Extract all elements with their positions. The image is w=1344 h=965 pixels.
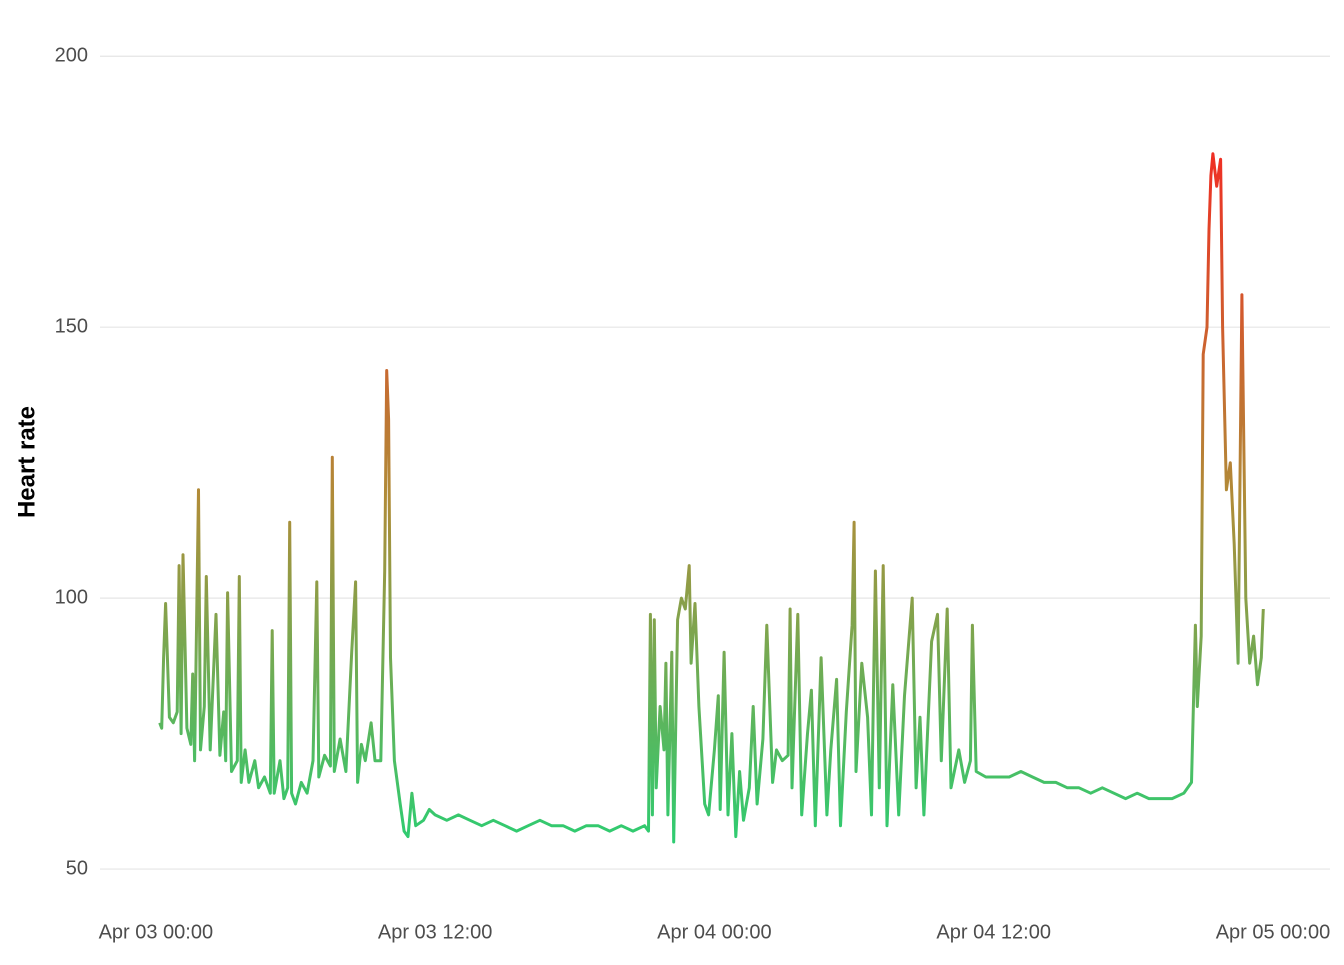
x-tick-label: Apr 04 12:00 — [936, 921, 1051, 943]
x-tick-label: Apr 03 00:00 — [99, 921, 214, 943]
x-tick-label: Apr 05 00:00 — [1216, 921, 1331, 943]
heart-rate-line — [158, 152, 1265, 844]
y-tick-label: 150 — [55, 315, 88, 337]
y-tick-label: 200 — [55, 45, 88, 67]
y-tick-label: 50 — [66, 857, 88, 879]
x-tick-label: Apr 04 00:00 — [657, 921, 772, 943]
y-tick-label: 100 — [55, 586, 88, 608]
x-tick-label: Apr 03 12:00 — [378, 921, 493, 943]
y-axis-label: Heart rate — [13, 406, 40, 518]
